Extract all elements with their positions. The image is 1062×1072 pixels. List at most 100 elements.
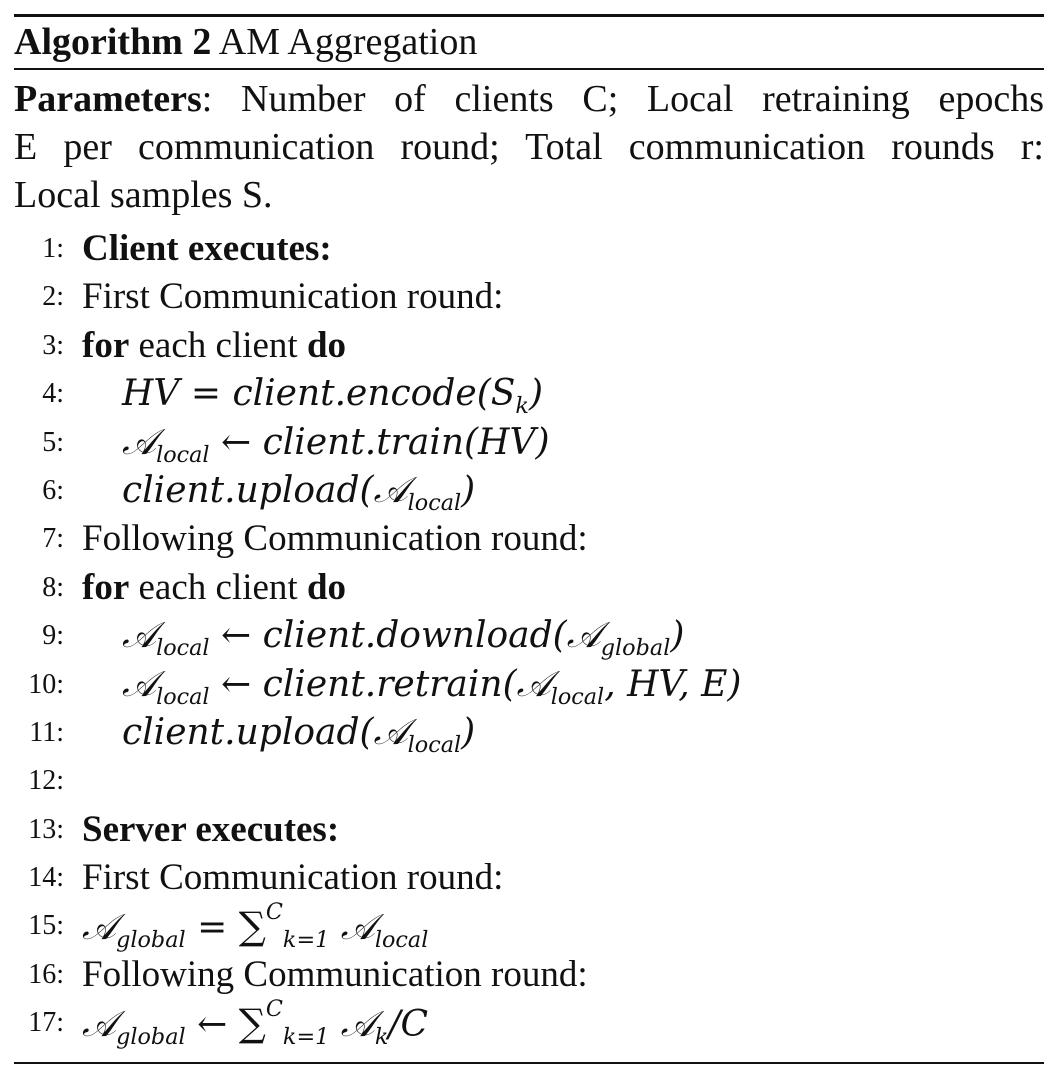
subscript-local: local — [407, 489, 462, 516]
subscript-local: local — [550, 683, 605, 710]
step-13: 13: Server executes: — [0, 806, 1062, 854]
algorithm-name: AM Aggregation — [218, 21, 478, 63]
step-number: 10: — [28, 668, 64, 700]
sum-symbol: ∑ — [238, 904, 266, 949]
step-text: HV = client.encode(S — [122, 373, 516, 415]
step-text: Client executes: — [82, 228, 332, 269]
calligraphic-a: 𝒜 — [82, 907, 117, 949]
step-number: 12: — [28, 765, 64, 797]
step-11: 11: client.upload(𝒜local) — [0, 709, 1062, 757]
step-number: 4: — [42, 378, 64, 410]
calligraphic-a: 𝒜 — [82, 1004, 117, 1046]
sum-upper-limit: C — [265, 899, 283, 926]
step-number: 15: — [28, 910, 64, 942]
subscript: k — [515, 392, 529, 419]
step-12: 12: — [0, 757, 1062, 805]
step-number: 5: — [42, 426, 64, 458]
calligraphic-a: 𝒜 — [122, 615, 157, 657]
step-10: 10: 𝒜local ← client.retrain(𝒜local, HV, … — [0, 661, 1062, 709]
step-math: client.upload(𝒜local) — [122, 711, 476, 758]
subscript-k: k — [374, 1024, 389, 1051]
parameters-line-1: Parameters: Number of clients C; Local r… — [14, 75, 1044, 123]
subscript-local: local — [407, 731, 462, 758]
step-17: 17: 𝒜global ← ∑Ck=1 𝒜k/C — [0, 996, 1062, 1051]
step-text: First Communication round: — [82, 857, 504, 899]
step-5: 5: 𝒜local ← client.train(HV) — [0, 419, 1062, 467]
sum-lower-limit: k=1 — [282, 1024, 330, 1051]
parameters-line-3: Local samples S. — [14, 174, 273, 216]
keyword-for: for — [82, 324, 130, 366]
step-number: 6: — [42, 474, 64, 506]
step-1: 1: Client executes: — [0, 225, 1062, 273]
keyword-do: do — [306, 324, 347, 366]
keyword-for: for — [82, 566, 130, 608]
algorithm-steps: 1: Client executes: 2: First Communicati… — [0, 225, 1062, 1048]
subscript-local: local — [156, 634, 210, 661]
step-number: 14: — [28, 862, 64, 894]
step-math: 𝒜local ← client.retrain(𝒜local, HV, E) — [122, 663, 742, 710]
sum-upper-limit: C — [265, 996, 283, 1023]
title-rule — [14, 68, 1044, 70]
step-number: 1: — [42, 233, 64, 264]
step-text-middle: each client — [129, 324, 307, 366]
step-9: 9: 𝒜local ← client.download(𝒜global) — [0, 612, 1062, 660]
subscript-local: local — [156, 441, 210, 468]
calligraphic-a: 𝒜 — [516, 663, 551, 705]
calligraphic-a: 𝒜 — [340, 907, 375, 949]
step-math: 𝒜local ← client.download(𝒜global) — [122, 615, 685, 661]
parameters-line-2: E per communication round; Total communi… — [14, 126, 1044, 168]
step-3: 3: for each client do — [0, 322, 1062, 370]
step-text-middle: each client — [129, 566, 307, 608]
top-rule — [14, 14, 1044, 17]
keyword-do: do — [306, 566, 347, 608]
step-14: 14: First Communication round: — [0, 854, 1062, 902]
step-math: 𝒜global = ∑Ck=1 𝒜local — [82, 899, 429, 954]
calligraphic-a: 𝒜 — [340, 1004, 375, 1046]
step-number: 11: — [29, 716, 64, 748]
parameters-line-1-text: : Number of clients C; Local retraining … — [201, 78, 1044, 120]
subscript-local: local — [374, 927, 429, 954]
sum-symbol: ∑ — [238, 1001, 266, 1046]
bottom-rule — [14, 1062, 1044, 1064]
step-number: 3: — [42, 329, 64, 361]
step-16: 16: Following Communication round: — [0, 951, 1062, 999]
calligraphic-a: 𝒜 — [122, 421, 157, 463]
sum-lower-limit: k=1 — [282, 927, 330, 954]
step-number: 8: — [42, 571, 64, 603]
step-text: Following Communication round: — [82, 518, 588, 560]
step-8: 8: for each client do — [0, 564, 1062, 612]
calligraphic-a: 𝒜 — [566, 615, 601, 657]
calligraphic-a: 𝒜 — [373, 469, 408, 511]
step-6: 6: client.upload(𝒜local) — [0, 467, 1062, 515]
step-text: Following Communication round: — [82, 953, 588, 995]
algorithm-label: Algorithm 2 — [14, 21, 212, 63]
step-number: 9: — [42, 620, 64, 652]
step-tail: ) — [528, 373, 543, 415]
subscript-global: global — [116, 1024, 186, 1051]
calligraphic-a: 𝒜 — [122, 663, 157, 705]
subscript-global: global — [600, 634, 671, 661]
step-number: 16: — [28, 958, 64, 990]
step-text: for each client do — [82, 322, 346, 370]
step-2: 2: First Communication round: — [0, 273, 1062, 321]
step-math: 𝒜local ← client.train(HV) — [122, 421, 550, 468]
step-7: 7: Following Communication round: — [0, 515, 1062, 563]
subscript-global: global — [116, 927, 186, 954]
step-text: Server executes: — [82, 808, 340, 850]
step-4: 4: HV = client.encode(Sk) — [0, 370, 1062, 418]
step-math: client.upload(𝒜local) — [122, 469, 476, 516]
step-math: 𝒜global ← ∑Ck=1 𝒜k/C — [82, 996, 429, 1051]
step-text: for each client do — [82, 564, 346, 612]
calligraphic-a: 𝒜 — [373, 711, 408, 753]
parameters-heading: Parameters — [14, 78, 202, 120]
step-number: 13: — [28, 813, 64, 845]
step-text: First Communication round: — [82, 276, 504, 318]
parameters-paragraph: Parameters: Number of clients C; Local r… — [14, 75, 1044, 219]
step-math: HV = client.encode(Sk) — [122, 370, 543, 418]
step-number: 2: — [42, 281, 64, 313]
step-15: 15: 𝒜global = ∑Ck=1 𝒜local — [0, 899, 1062, 954]
subscript-local: local — [156, 683, 210, 710]
step-number: 7: — [42, 523, 64, 555]
step-number: 17: — [28, 1007, 64, 1039]
